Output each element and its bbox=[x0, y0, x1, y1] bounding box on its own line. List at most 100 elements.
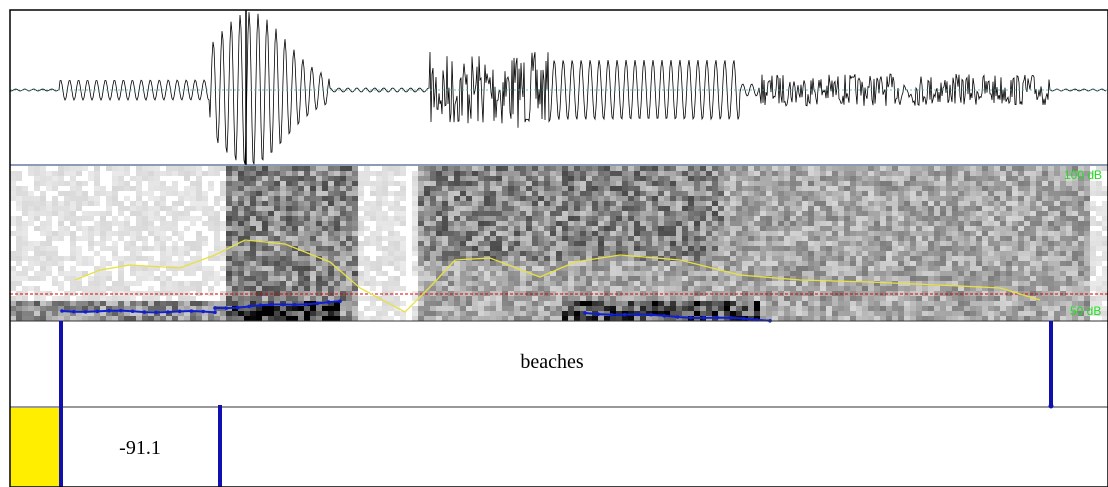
spectrogram-cell bbox=[118, 186, 124, 191]
spectrogram-cell bbox=[706, 261, 712, 266]
spectrogram-cell bbox=[772, 316, 778, 321]
spectrogram-cell bbox=[532, 256, 538, 261]
spectrogram-cell bbox=[946, 256, 952, 261]
spectrogram-cell bbox=[586, 231, 592, 236]
spectrogram-cell bbox=[460, 241, 466, 246]
spectrogram-cell bbox=[46, 231, 52, 236]
spectrogram-cell bbox=[736, 246, 742, 251]
spectrogram-cell bbox=[646, 166, 652, 171]
spectrogram-cell bbox=[190, 281, 196, 286]
spectrogram-cell bbox=[178, 211, 184, 216]
spectrogram-cell bbox=[352, 216, 358, 221]
spectrogram-cell bbox=[268, 216, 274, 221]
spectrogram-cell bbox=[46, 176, 52, 181]
spectrogram-cell bbox=[778, 311, 784, 316]
spectrogram-cell bbox=[316, 181, 322, 186]
spectrogram-cell bbox=[22, 201, 28, 206]
spectrogram-cell bbox=[358, 171, 364, 176]
spectrogram-cell bbox=[880, 201, 886, 206]
spectrogram-cell bbox=[832, 186, 838, 191]
spectrogram-cell bbox=[148, 256, 154, 261]
spectrogram-cell bbox=[502, 221, 508, 226]
spectrogram-cell bbox=[526, 266, 532, 271]
spectrogram-cell bbox=[154, 171, 160, 176]
spectrogram-cell bbox=[358, 311, 364, 316]
spectrogram-cell bbox=[268, 286, 274, 291]
spectrogram-cell bbox=[868, 246, 874, 251]
spectrogram-cell bbox=[898, 251, 904, 256]
spectrogram-cell bbox=[850, 266, 856, 271]
spectrogram-cell bbox=[286, 316, 292, 321]
spectrogram-cell bbox=[10, 266, 16, 271]
spectrogram-cell bbox=[880, 301, 886, 306]
spectrogram-cell bbox=[466, 226, 472, 231]
spectrogram-cell bbox=[430, 311, 436, 316]
spectrogram-cell bbox=[202, 281, 208, 286]
spectrogram-cell bbox=[88, 286, 94, 291]
spectrogram-cell bbox=[790, 296, 796, 301]
spectrogram-cell bbox=[34, 181, 40, 186]
spectrogram-cell bbox=[850, 216, 856, 221]
spectrogram-cell bbox=[28, 301, 34, 306]
spectrogram-cell bbox=[604, 241, 610, 246]
spectrogram-cell bbox=[1000, 311, 1006, 316]
spectrogram-cell bbox=[508, 221, 514, 226]
spectrogram-cell bbox=[1018, 171, 1024, 176]
spectrogram-cell bbox=[868, 186, 874, 191]
spectrogram-cell bbox=[850, 306, 856, 311]
spectrogram-cell bbox=[226, 271, 232, 276]
spectrogram-cell bbox=[598, 186, 604, 191]
spectrogram-cell bbox=[976, 316, 982, 321]
spectrogram-cell bbox=[826, 271, 832, 276]
spectrogram-cell bbox=[1036, 196, 1042, 201]
spectrogram-cell bbox=[688, 171, 694, 176]
spectrogram-cell bbox=[880, 176, 886, 181]
spectrogram-cell bbox=[1006, 206, 1012, 211]
spectrogram-cell bbox=[808, 216, 814, 221]
spectrogram-cell bbox=[574, 311, 580, 316]
spectrogram-cell bbox=[844, 256, 850, 261]
spectrogram-cell bbox=[856, 261, 862, 266]
spectrogram-cell bbox=[634, 286, 640, 291]
spectrogram-cell bbox=[502, 236, 508, 241]
spectrogram-cell bbox=[598, 221, 604, 226]
spectrogram-cell bbox=[700, 201, 706, 206]
spectrogram-cell bbox=[538, 176, 544, 181]
spectrogram-cell bbox=[616, 281, 622, 286]
spectrogram-cell bbox=[874, 271, 880, 276]
spectrogram-cell bbox=[388, 251, 394, 256]
spectrogram-cell bbox=[130, 251, 136, 256]
spectrogram-cell bbox=[754, 271, 760, 276]
spectrogram-cell bbox=[40, 181, 46, 186]
spectrogram-cell bbox=[328, 181, 334, 186]
spectrogram-cell bbox=[262, 206, 268, 211]
spectrogram-cell bbox=[562, 256, 568, 261]
spectrogram-cell bbox=[286, 281, 292, 286]
spectrogram-cell bbox=[790, 181, 796, 186]
spectrogram-cell bbox=[298, 231, 304, 236]
spectrogram-cell bbox=[868, 316, 874, 321]
spectrogram-cell bbox=[136, 256, 142, 261]
spectrogram-cell bbox=[850, 196, 856, 201]
spectrogram-cell bbox=[34, 166, 40, 171]
spectrogram-cell bbox=[340, 231, 346, 236]
spectrogram-cell bbox=[1012, 186, 1018, 191]
spectrogram-cell bbox=[346, 256, 352, 261]
spectrogram-cell bbox=[268, 186, 274, 191]
spectrogram-cell bbox=[976, 261, 982, 266]
spectrogram-cell bbox=[304, 261, 310, 266]
spectrogram-cell bbox=[118, 316, 124, 321]
spectrogram-cell bbox=[772, 216, 778, 221]
spectrogram-cell bbox=[838, 171, 844, 176]
spectrogram-cell bbox=[364, 181, 370, 186]
spectrogram-cell bbox=[412, 196, 418, 201]
spectrogram-cell bbox=[28, 211, 34, 216]
spectrogram-cell bbox=[700, 231, 706, 236]
spectrogram-cell bbox=[310, 296, 316, 301]
spectrogram-cell bbox=[1042, 191, 1048, 196]
spectrogram-cell bbox=[820, 271, 826, 276]
spectrogram-cell bbox=[940, 216, 946, 221]
spectrogram-cell bbox=[622, 206, 628, 211]
spectrogram-cell bbox=[622, 226, 628, 231]
spectrogram-cell bbox=[220, 226, 226, 231]
